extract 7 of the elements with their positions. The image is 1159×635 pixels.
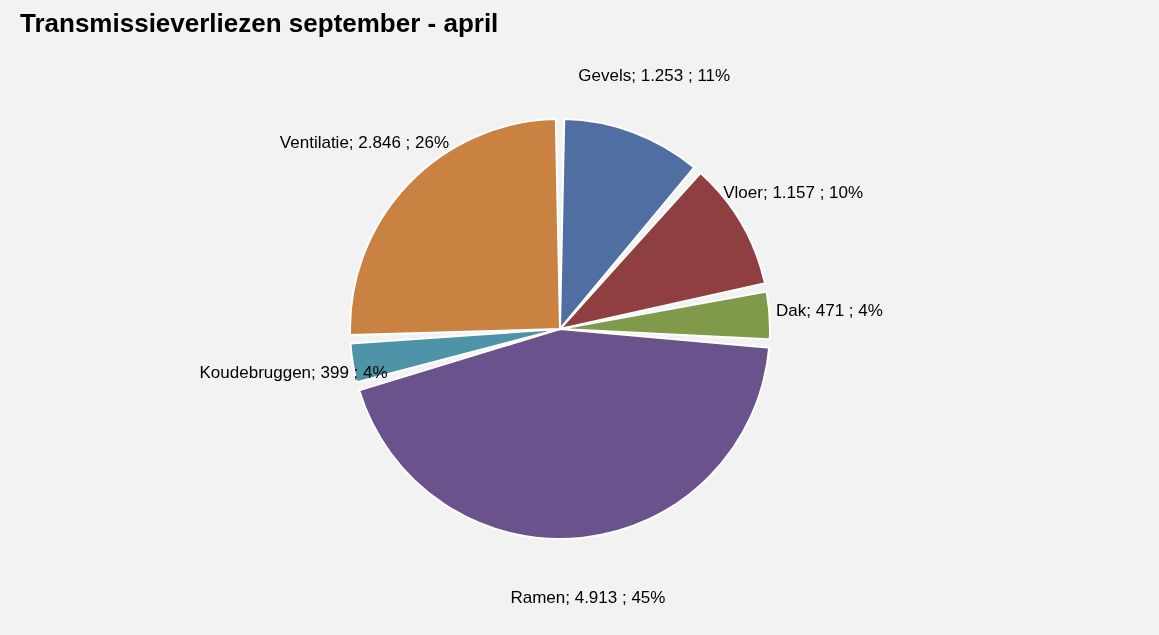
- slice-label: Gevels; 1.253 ; 11%: [578, 65, 731, 85]
- slice-label: Ventilatie; 2.846 ; 26%: [279, 132, 450, 152]
- slice-label: Ramen; 4.913 ; 45%: [510, 587, 666, 607]
- slice-label: Koudebruggen; 399 ; 4%: [199, 362, 388, 382]
- slice-label: Dak; 471 ; 4%: [776, 301, 883, 321]
- slice-label: Vloer; 1.157 ; 10%: [723, 182, 864, 202]
- chart-title: Transmissieverliezen september - april: [20, 7, 499, 38]
